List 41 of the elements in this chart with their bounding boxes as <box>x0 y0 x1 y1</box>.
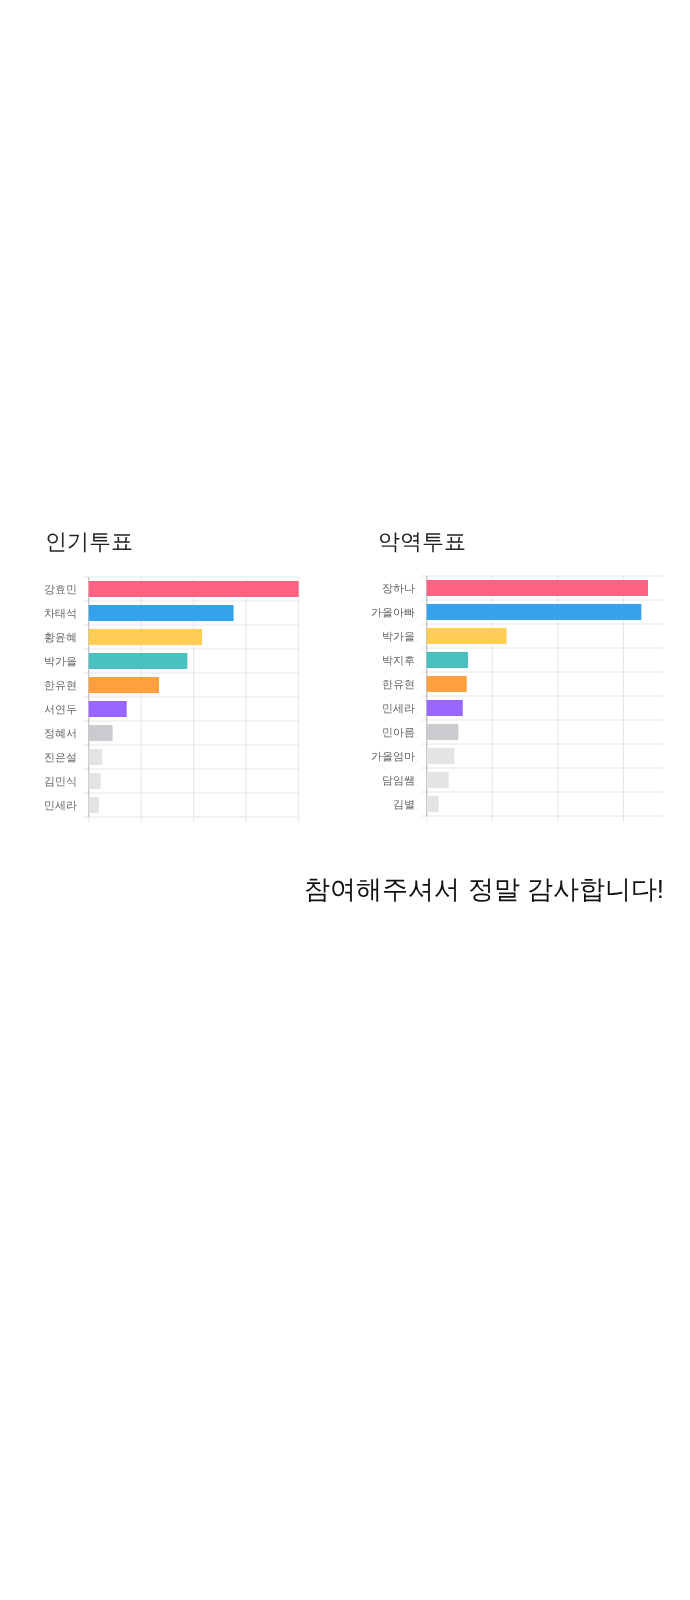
y-tick-label: 정혜서 <box>44 727 77 739</box>
bar <box>426 748 455 764</box>
y-tick-label: 민아름 <box>382 726 415 738</box>
y-tick-label: 김별 <box>393 798 415 810</box>
bar <box>88 773 101 789</box>
bar <box>88 653 188 669</box>
y-tick-label: 민세라 <box>44 799 77 811</box>
y-tick-label: 서연두 <box>44 703 77 715</box>
y-tick-label: 가을엄마 <box>371 750 415 762</box>
y-tick-label: 강효민 <box>44 583 77 595</box>
bar <box>88 701 127 717</box>
bar <box>88 581 299 597</box>
bar <box>426 604 642 620</box>
y-tick-label: 황윤혜 <box>44 631 77 643</box>
bar <box>426 628 507 644</box>
y-tick-label: 김민식 <box>44 775 77 787</box>
bar <box>426 580 648 596</box>
bar <box>88 677 160 693</box>
bar <box>426 796 439 812</box>
bar <box>426 652 469 668</box>
bar <box>88 797 99 813</box>
y-tick-label: 민세라 <box>382 702 415 714</box>
y-tick-label: 박가을 <box>44 655 77 667</box>
bar <box>426 700 463 716</box>
bar <box>88 749 103 765</box>
y-tick-label: 한유현 <box>382 678 415 690</box>
y-tick-label: 진은설 <box>44 751 77 763</box>
text: 참여해주셔서 정말 감사합니다! <box>304 874 664 904</box>
bar <box>88 629 203 645</box>
y-tick-label: 박가을 <box>382 630 415 642</box>
y-tick-label: 박지후 <box>382 654 415 666</box>
y-tick-label: 차태석 <box>44 607 77 619</box>
chart-title: 인기투표 <box>45 529 133 554</box>
bar <box>426 676 467 692</box>
bar <box>88 605 234 621</box>
bar <box>426 772 449 788</box>
y-tick-label: 한유현 <box>44 679 77 691</box>
y-tick-label: 장하나 <box>382 582 415 594</box>
y-tick-label: 담임쌤 <box>382 774 415 786</box>
y-tick-label: 가을아빠 <box>371 606 415 618</box>
chart-title: 악역투표 <box>378 529 466 554</box>
